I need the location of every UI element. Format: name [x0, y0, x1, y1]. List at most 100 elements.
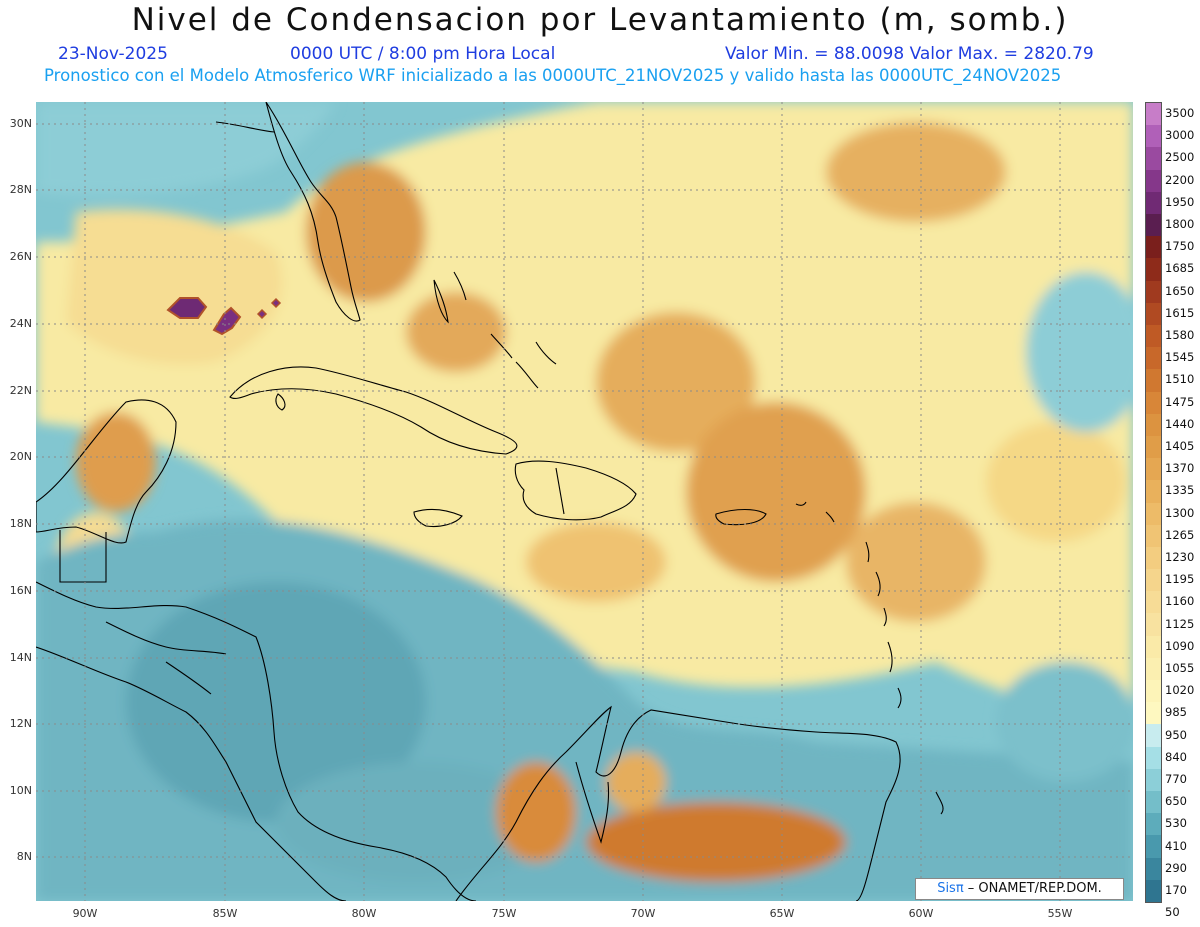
colorbar-segment — [1146, 458, 1161, 481]
coastlines — [36, 102, 944, 901]
colorbar-label: 290 — [1165, 860, 1187, 875]
date-label: 23-Nov-2025 — [58, 44, 168, 64]
lat-label: 16N — [9, 584, 32, 597]
time-label: 0000 UTC / 8:00 pm Hora Local — [290, 44, 556, 64]
colorbar-label: 2200 — [1165, 172, 1195, 187]
colorbar-segment — [1146, 835, 1161, 859]
colorbar-label: 1475 — [1165, 394, 1195, 409]
colorbar-label: 1195 — [1165, 572, 1195, 587]
colorbar-segment — [1146, 125, 1161, 148]
colorbar-segment — [1146, 435, 1161, 459]
colorbar-segment — [1146, 791, 1161, 814]
colorbar-label: 985 — [1165, 705, 1187, 720]
colorbar-segment — [1146, 413, 1161, 437]
colorbar — [1145, 102, 1162, 903]
lat-label: 18N — [9, 517, 32, 530]
minmax-label: Valor Min. = 88.0098 Valor Max. = 2820.7… — [725, 44, 1094, 64]
colorbar-label: 1160 — [1165, 594, 1195, 609]
colorbar-segment — [1146, 302, 1161, 326]
lat-label: 26N — [9, 250, 32, 263]
colorbar-label: 1750 — [1165, 239, 1195, 254]
colorbar-segment — [1146, 657, 1161, 681]
lat-label: 12N — [9, 717, 32, 730]
colorbar-segment — [1146, 147, 1161, 171]
colorbar-segment — [1146, 702, 1161, 725]
lon-label: 75W — [491, 907, 517, 920]
colorbar-segment — [1146, 369, 1161, 393]
lat-label: 20N — [9, 450, 32, 463]
colorbar-label: 840 — [1165, 749, 1187, 764]
lon-label: 60W — [908, 907, 934, 920]
colorbar-segment — [1146, 502, 1161, 526]
lat-label: 28N — [9, 183, 32, 196]
lat-label: 30N — [9, 117, 32, 130]
lat-label: 8N — [16, 850, 32, 863]
colorbar-label: 1440 — [1165, 416, 1195, 431]
colorbar-label: 1370 — [1165, 461, 1195, 476]
chart-title: Nivel de Condensacion por Levantamiento … — [131, 2, 1069, 38]
colorbar-segment — [1146, 280, 1161, 304]
colorbar-segment — [1146, 391, 1161, 415]
colorbar-label: 3500 — [1165, 106, 1195, 121]
colorbar-segment — [1146, 103, 1161, 126]
colorbar-segment — [1146, 613, 1161, 637]
colorbar-segment — [1146, 258, 1161, 282]
lon-label: 80W — [351, 907, 377, 920]
forecast-label: Pronostico con el Modelo Atmosferico WRF… — [44, 66, 1062, 85]
colorbar-segment — [1146, 879, 1161, 903]
colorbar-label: 1405 — [1165, 439, 1195, 453]
colorbar-label: 1685 — [1165, 261, 1195, 276]
max-markers — [166, 297, 282, 336]
credit-box: Sisπ – ONAMET/REP.DOM. — [915, 878, 1124, 900]
colorbar-segment — [1146, 236, 1161, 259]
colorbar-segment — [1146, 680, 1161, 703]
colorbar-label: 1265 — [1165, 527, 1195, 542]
colorbar-segment — [1146, 724, 1161, 748]
lon-label: 70W — [630, 907, 656, 920]
colorbar-segment — [1146, 480, 1161, 503]
colorbar-label: 1335 — [1165, 483, 1195, 498]
colorbar-segment — [1146, 569, 1161, 592]
colorbar-segment — [1146, 813, 1161, 836]
map-panel — [36, 102, 1133, 901]
colorbar-label: 1055 — [1165, 660, 1195, 675]
colorbar-label: 650 — [1165, 794, 1187, 809]
colorbar-label: 950 — [1165, 727, 1187, 742]
colorbar-label: 1545 — [1165, 350, 1195, 365]
colorbar-label: 1580 — [1165, 328, 1195, 343]
colorbar-segment — [1146, 347, 1161, 370]
lat-label: 14N — [9, 651, 32, 664]
lon-label: 90W — [72, 907, 98, 920]
colorbar-label: 1230 — [1165, 549, 1195, 564]
lat-label: 24N — [9, 317, 32, 330]
colorbar-label: 1800 — [1165, 217, 1195, 232]
colorbar-segment — [1146, 191, 1161, 215]
lcl-field — [36, 102, 1133, 901]
colorbar-label: 530 — [1165, 816, 1187, 831]
colorbar-label: 1300 — [1165, 505, 1195, 520]
colorbar-label: 2500 — [1165, 150, 1195, 165]
colorbar-label: 1615 — [1165, 305, 1195, 320]
credit-label: – ONAMET/REP.DOM. — [963, 881, 1102, 896]
colorbar-segment — [1146, 591, 1161, 614]
colorbar-label: 1020 — [1165, 683, 1195, 698]
colorbar-segment — [1146, 324, 1161, 348]
colorbar-segment — [1146, 524, 1161, 548]
lon-label: 55W — [1047, 907, 1073, 920]
colorbar-segment — [1146, 768, 1161, 792]
colorbar-segment — [1146, 635, 1161, 659]
graticule — [36, 102, 1133, 901]
colorbar-label: 1650 — [1165, 283, 1195, 298]
colorbar-segment — [1146, 169, 1161, 193]
brand-label: Sisπ — [937, 881, 964, 896]
map-canvas — [36, 102, 1133, 901]
lon-label: 65W — [769, 907, 795, 920]
colorbar-segment — [1146, 546, 1161, 570]
colorbar-label: 50 — [1165, 905, 1180, 920]
colorbar-label: 770 — [1165, 771, 1187, 786]
colorbar-label: 170 — [1165, 882, 1187, 897]
colorbar-label: 1510 — [1165, 372, 1195, 387]
lat-label: 22N — [9, 384, 32, 397]
lat-label: 10N — [9, 784, 32, 797]
colorbar-label: 1125 — [1165, 616, 1195, 631]
